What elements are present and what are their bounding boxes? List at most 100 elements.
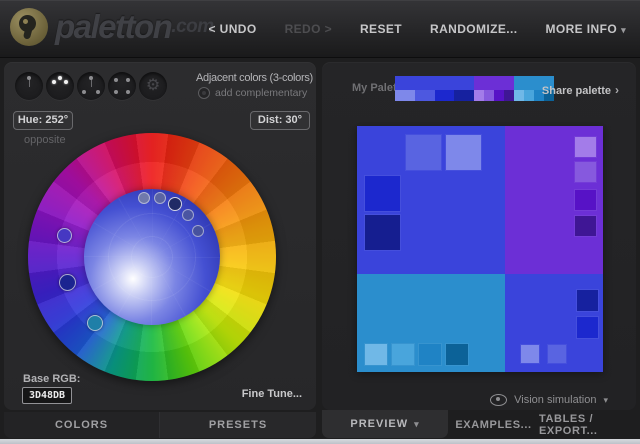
variant-dot-2[interactable] [154, 192, 166, 204]
undo-button[interactable]: < UNDO [208, 21, 257, 36]
primary-color-block[interactable] [395, 76, 474, 90]
base-rgb-label: Base RGB: [23, 373, 81, 385]
color-wheel-panel: ⚙ Adjacent colors (3-colors) add complem… [4, 62, 316, 410]
scheme-dot [27, 76, 31, 80]
base-rgb-input[interactable] [22, 387, 72, 404]
share-arrow-icon: › [615, 83, 619, 97]
palette-strip [395, 76, 554, 101]
disc-grid-lines [84, 189, 220, 325]
preview-square [577, 317, 598, 338]
secondary-color-block[interactable] [474, 76, 514, 90]
paletton-logo[interactable]: paletton .com [10, 8, 214, 46]
gear-icon: ⚙ [145, 77, 161, 94]
hue-marker-secondary-2[interactable] [87, 315, 103, 331]
preview-square [446, 135, 481, 170]
hue-button[interactable]: Hue: 252° [13, 111, 73, 130]
preview-quadrant-primary-2 [505, 274, 603, 372]
preview-square [392, 344, 414, 365]
logo-domain-suffix: .com [171, 16, 214, 37]
scheme-type-selector: ⚙ [15, 72, 167, 100]
header-menu: < UNDO REDO > RESET RANDOMIZE... MORE IN… [208, 0, 626, 57]
reset-button[interactable]: RESET [359, 21, 402, 36]
primary-variant-swatch[interactable] [414, 90, 435, 101]
more-info-button[interactable]: MORE INFO ▾ [545, 21, 626, 36]
preview-square [365, 215, 400, 250]
vision-simulation-button[interactable]: Vision simulation ▾ [490, 394, 608, 406]
share-palette-link[interactable]: Share palette › [541, 83, 619, 97]
distance-button[interactable]: Dist: 30° [250, 111, 310, 130]
tab-presets[interactable]: PRESETS [159, 412, 316, 438]
tertiary-variant-swatch[interactable] [534, 90, 544, 101]
eye-icon [490, 394, 508, 406]
chevron-down-icon: ▾ [414, 418, 420, 429]
tab-preview[interactable]: PREVIEW ▾ [322, 410, 448, 438]
variant-dot-4[interactable] [182, 209, 194, 221]
scheme-dot [96, 90, 100, 94]
preview-square [446, 344, 468, 365]
scheme-dot [114, 90, 118, 94]
scheme-title: Adjacent colors (3-colors) [196, 72, 313, 84]
scheme-dot [64, 80, 68, 84]
tab-tables-export[interactable]: TABLES / EXPORT... [539, 413, 598, 437]
preview-quadrant-secondary [505, 126, 603, 274]
preview-panel: My Palette: Share pal [322, 62, 636, 410]
primary-variant-swatch[interactable] [395, 90, 415, 101]
opposite-label: opposite [24, 134, 66, 146]
secondary-variant-swatch[interactable] [484, 90, 494, 101]
preview-square [406, 135, 441, 170]
logo-wordmark: paletton [55, 8, 173, 45]
tab-examples[interactable]: EXAMPLES... [455, 419, 532, 431]
monochromatic-scheme-icon[interactable] [15, 72, 43, 100]
tab-colors[interactable]: COLORS [54, 419, 109, 431]
tertiary-variant-swatch[interactable] [514, 90, 524, 101]
fine-tune-button[interactable]: Fine Tune... [241, 388, 302, 400]
preview-square [575, 137, 596, 157]
preview-quadrant-primary [357, 126, 505, 274]
scheme-dot [58, 76, 62, 80]
scheme-dot [126, 90, 130, 94]
preview-quadrant-tertiary [357, 274, 505, 372]
scheme-dot [126, 78, 130, 82]
tertiary-variant-swatch[interactable] [524, 90, 534, 101]
variant-dot-selected[interactable] [168, 197, 182, 211]
hue-marker-primary[interactable] [59, 274, 76, 291]
preview-square [548, 345, 566, 363]
tetrad-scheme-icon[interactable] [108, 72, 136, 100]
chevron-down-icon: ▾ [603, 394, 608, 405]
scheme-dot [89, 76, 93, 80]
redo-button[interactable]: REDO > [284, 21, 332, 36]
preview-square [575, 216, 596, 236]
add-complementary-radio[interactable] [198, 87, 210, 99]
preview-square [575, 162, 596, 182]
primary-variant-swatch[interactable] [454, 90, 474, 101]
tertiary-color-block[interactable] [514, 76, 554, 90]
primary-variant-swatch[interactable] [434, 90, 455, 101]
tertiary-variant-swatch[interactable] [544, 90, 554, 101]
palette-variants-row [395, 90, 554, 101]
secondary-variant-swatch[interactable] [504, 90, 514, 101]
preview-square [419, 344, 441, 365]
window-bottom-edge [0, 439, 640, 444]
variant-dot-1[interactable] [138, 192, 150, 204]
variant-dot-5[interactable] [192, 225, 204, 237]
preview-square [521, 345, 539, 363]
adjacent-colors-scheme-icon[interactable] [46, 72, 74, 100]
triad-scheme-icon[interactable] [77, 72, 105, 100]
logo-dot [23, 19, 28, 24]
hue-marker-secondary-1[interactable] [57, 228, 72, 243]
chevron-down-icon: ▾ [621, 24, 626, 35]
freestyle-scheme-icon[interactable]: ⚙ [139, 72, 167, 100]
preview-square [577, 290, 598, 311]
scheme-dot [114, 78, 118, 82]
scheme-stem [90, 79, 92, 87]
left-tab-bar: COLORS PRESETS [4, 412, 316, 438]
secondary-variant-swatch[interactable] [474, 90, 484, 101]
secondary-variant-swatch[interactable] [494, 90, 504, 101]
scheme-dot [82, 90, 86, 94]
scheme-stem [28, 79, 30, 87]
color-preview-grid [357, 126, 603, 372]
randomize-button[interactable]: RANDOMIZE... [430, 21, 518, 36]
saturation-brightness-disc[interactable] [84, 189, 220, 325]
paletton-logo-icon [10, 8, 48, 46]
